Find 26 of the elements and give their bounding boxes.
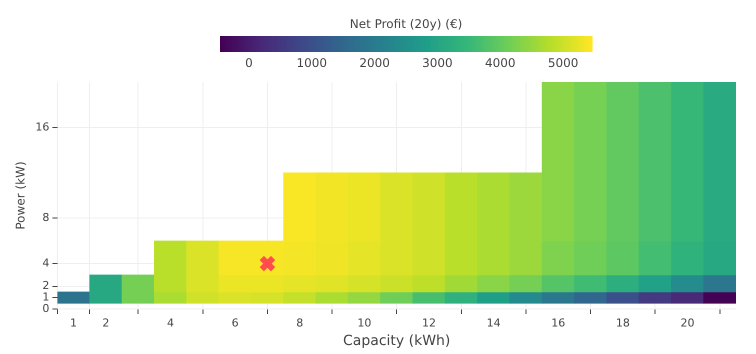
color-bar-label: 5000 [548, 56, 578, 70]
y-tick-label: 4 [42, 256, 50, 270]
x-tick-label: 1 [70, 316, 78, 330]
x-tick-label: 8 [296, 316, 304, 330]
x-tick-label: 16 [551, 316, 566, 330]
x-axis-title: Capacity (kWh) [343, 333, 450, 350]
x-tick-label: 10 [357, 316, 372, 330]
x-tick-label: 14 [486, 316, 501, 330]
color-bar-label: 0 [245, 56, 253, 70]
x-tick-label: 2 [102, 316, 110, 330]
x-tick-label: 12 [422, 316, 436, 330]
x-tick-label: 18 [616, 316, 630, 330]
y-axis-title: Power (kW) [13, 161, 28, 230]
color-bar-label: 3000 [422, 56, 453, 70]
x-tick-label: 4 [167, 316, 174, 330]
color-bar-title: Net Profit (20y) (€) [350, 17, 462, 31]
y-tick-label: 0 [42, 302, 50, 315]
color-bar-label: 2000 [359, 56, 390, 70]
color-bar-label: 1000 [296, 56, 328, 70]
y-tick-label: 2 [42, 279, 50, 292]
y-tick-label: 8 [42, 211, 50, 224]
y-tick-label: 16 [35, 120, 50, 134]
x-tick-label: 6 [232, 316, 239, 330]
color-bar-label: 4000 [484, 56, 516, 70]
y-tick-label: 1 [42, 290, 50, 304]
x-tick-label: 20 [680, 316, 695, 330]
